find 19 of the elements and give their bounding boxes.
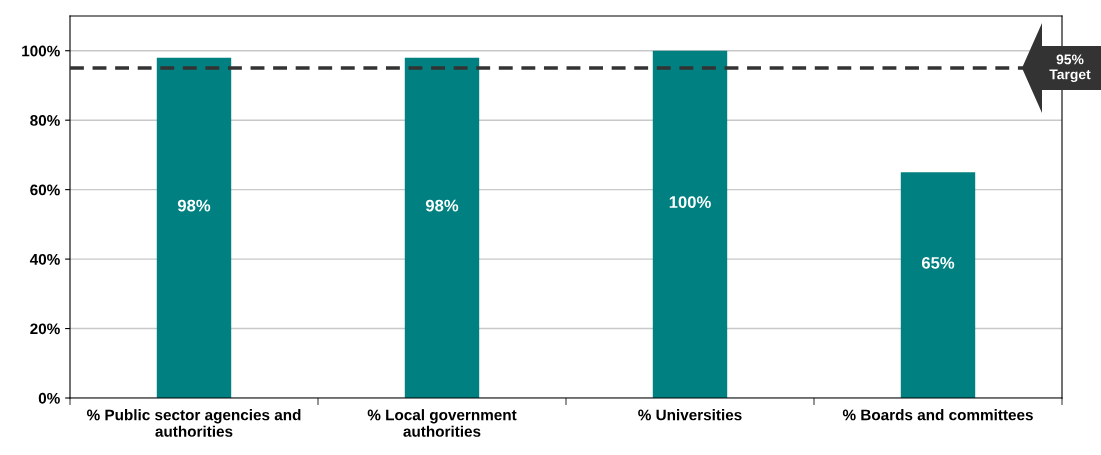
y-tick-label: 40% (29, 253, 60, 265)
y-tick-label: 60% (30, 184, 60, 196)
ref-line-label: 95% Target (1049, 54, 1091, 83)
data-label: 65% (921, 256, 955, 269)
y-tick-label: 100% (22, 45, 60, 57)
data-label: 98% (425, 199, 459, 212)
bar (652, 50, 728, 398)
y-tick-label: 80% (30, 115, 60, 126)
x-tick-label: % Boards and committees (842, 409, 1033, 421)
data-label: 100% (669, 196, 711, 208)
bar (404, 57, 480, 398)
data-label: 98% (177, 199, 211, 212)
bar (900, 172, 976, 398)
x-tick-label: % Local government authorities (367, 409, 517, 437)
x-tick-label: % Public sector agencies and authorities (86, 409, 301, 437)
x-tick-label: % Universities (638, 409, 742, 421)
bar (156, 57, 232, 398)
y-tick-label: 20% (30, 323, 60, 335)
y-tick-label: 0% (38, 392, 60, 404)
